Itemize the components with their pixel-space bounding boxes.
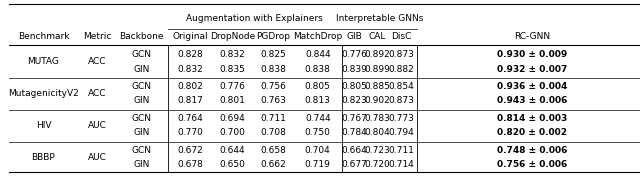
Text: PGDrop: PGDrop xyxy=(257,32,291,41)
Text: GIN: GIN xyxy=(133,128,149,137)
Text: ACC: ACC xyxy=(88,89,106,98)
Text: 0.936 ± 0.004: 0.936 ± 0.004 xyxy=(497,82,567,91)
Text: 0.720: 0.720 xyxy=(365,160,390,169)
Text: 0.773: 0.773 xyxy=(388,114,414,123)
Text: 0.814 ± 0.003: 0.814 ± 0.003 xyxy=(497,114,567,123)
Text: 0.711: 0.711 xyxy=(260,114,287,123)
Text: 0.930 ± 0.009: 0.930 ± 0.009 xyxy=(497,50,567,59)
Text: MUTAG: MUTAG xyxy=(28,57,60,66)
Text: Interpretable GNNs: Interpretable GNNs xyxy=(336,14,423,23)
Text: 0.832: 0.832 xyxy=(220,50,246,59)
Text: Augmentation with Explainers: Augmentation with Explainers xyxy=(186,14,323,23)
Text: 0.892: 0.892 xyxy=(365,50,390,59)
Text: ACC: ACC xyxy=(88,57,106,66)
Text: 0.714: 0.714 xyxy=(388,160,414,169)
Text: 0.805: 0.805 xyxy=(305,82,331,91)
Text: 0.700: 0.700 xyxy=(220,128,246,137)
Text: 0.932 ± 0.007: 0.932 ± 0.007 xyxy=(497,65,567,74)
Text: 0.783: 0.783 xyxy=(365,114,390,123)
Text: 0.817: 0.817 xyxy=(177,96,204,105)
Text: 0.873: 0.873 xyxy=(388,96,414,105)
Text: 0.767: 0.767 xyxy=(341,114,367,123)
Text: 0.835: 0.835 xyxy=(220,65,246,74)
Text: 0.756: 0.756 xyxy=(260,82,287,91)
Text: 0.813: 0.813 xyxy=(305,96,331,105)
Text: 0.723: 0.723 xyxy=(365,146,390,155)
Text: 0.820 ± 0.002: 0.820 ± 0.002 xyxy=(497,128,567,137)
Text: MatchDrop: MatchDrop xyxy=(293,32,342,41)
Text: 0.711: 0.711 xyxy=(388,146,414,155)
Text: 0.704: 0.704 xyxy=(305,146,331,155)
Text: 0.750: 0.750 xyxy=(305,128,331,137)
Text: BBBP: BBBP xyxy=(31,153,55,162)
Text: Benchmark: Benchmark xyxy=(18,32,69,41)
Text: 0.794: 0.794 xyxy=(388,128,414,137)
Text: 0.776: 0.776 xyxy=(220,82,246,91)
Text: 0.844: 0.844 xyxy=(305,50,330,59)
Text: 0.764: 0.764 xyxy=(177,114,204,123)
Text: 0.664: 0.664 xyxy=(341,146,367,155)
Text: Original: Original xyxy=(173,32,208,41)
Text: GIN: GIN xyxy=(133,96,149,105)
Text: GIN: GIN xyxy=(133,160,149,169)
Text: 0.748 ± 0.006: 0.748 ± 0.006 xyxy=(497,146,567,155)
Text: 0.839: 0.839 xyxy=(341,65,367,74)
Text: MutagenicityV2: MutagenicityV2 xyxy=(8,89,79,98)
Text: 0.708: 0.708 xyxy=(260,128,287,137)
Text: GCN: GCN xyxy=(131,50,151,59)
Text: 0.943 ± 0.006: 0.943 ± 0.006 xyxy=(497,96,567,105)
Text: 0.744: 0.744 xyxy=(305,114,330,123)
Text: 0.823: 0.823 xyxy=(341,96,367,105)
Text: GCN: GCN xyxy=(131,114,151,123)
Text: 0.763: 0.763 xyxy=(260,96,287,105)
Text: GIN: GIN xyxy=(133,65,149,74)
Text: RC-GNN: RC-GNN xyxy=(514,32,550,41)
Text: 0.832: 0.832 xyxy=(177,65,204,74)
Text: 0.662: 0.662 xyxy=(260,160,287,169)
Text: 0.838: 0.838 xyxy=(260,65,287,74)
Text: Backbone: Backbone xyxy=(119,32,163,41)
Text: 0.828: 0.828 xyxy=(177,50,204,59)
Text: 0.650: 0.650 xyxy=(220,160,246,169)
Text: 0.825: 0.825 xyxy=(260,50,287,59)
Text: DisC: DisC xyxy=(391,32,411,41)
Text: GCN: GCN xyxy=(131,146,151,155)
Text: GCN: GCN xyxy=(131,82,151,91)
Text: 0.902: 0.902 xyxy=(365,96,390,105)
Text: 0.644: 0.644 xyxy=(220,146,245,155)
Text: 0.694: 0.694 xyxy=(220,114,246,123)
Text: Metric: Metric xyxy=(83,32,111,41)
Text: GIB: GIB xyxy=(346,32,362,41)
Text: 0.873: 0.873 xyxy=(388,50,414,59)
Text: 0.678: 0.678 xyxy=(177,160,204,169)
Text: 0.756 ± 0.006: 0.756 ± 0.006 xyxy=(497,160,567,169)
Text: 0.854: 0.854 xyxy=(388,82,414,91)
Text: 0.805: 0.805 xyxy=(341,82,367,91)
Text: HIV: HIV xyxy=(36,121,51,130)
Text: CAL: CAL xyxy=(369,32,387,41)
Text: 0.882: 0.882 xyxy=(388,65,414,74)
Text: 0.658: 0.658 xyxy=(260,146,287,155)
Text: 0.677: 0.677 xyxy=(341,160,367,169)
Text: 0.804: 0.804 xyxy=(365,128,390,137)
Text: 0.899: 0.899 xyxy=(365,65,390,74)
Text: AUC: AUC xyxy=(88,121,106,130)
Text: 0.770: 0.770 xyxy=(177,128,204,137)
Text: 0.838: 0.838 xyxy=(305,65,331,74)
Text: 0.784: 0.784 xyxy=(341,128,367,137)
Text: 0.801: 0.801 xyxy=(220,96,246,105)
Text: 0.802: 0.802 xyxy=(177,82,204,91)
Text: AUC: AUC xyxy=(88,153,106,162)
Text: DropNode: DropNode xyxy=(210,32,255,41)
Text: 0.885: 0.885 xyxy=(365,82,390,91)
Text: 0.719: 0.719 xyxy=(305,160,331,169)
Text: 0.776: 0.776 xyxy=(341,50,367,59)
Text: 0.672: 0.672 xyxy=(177,146,204,155)
